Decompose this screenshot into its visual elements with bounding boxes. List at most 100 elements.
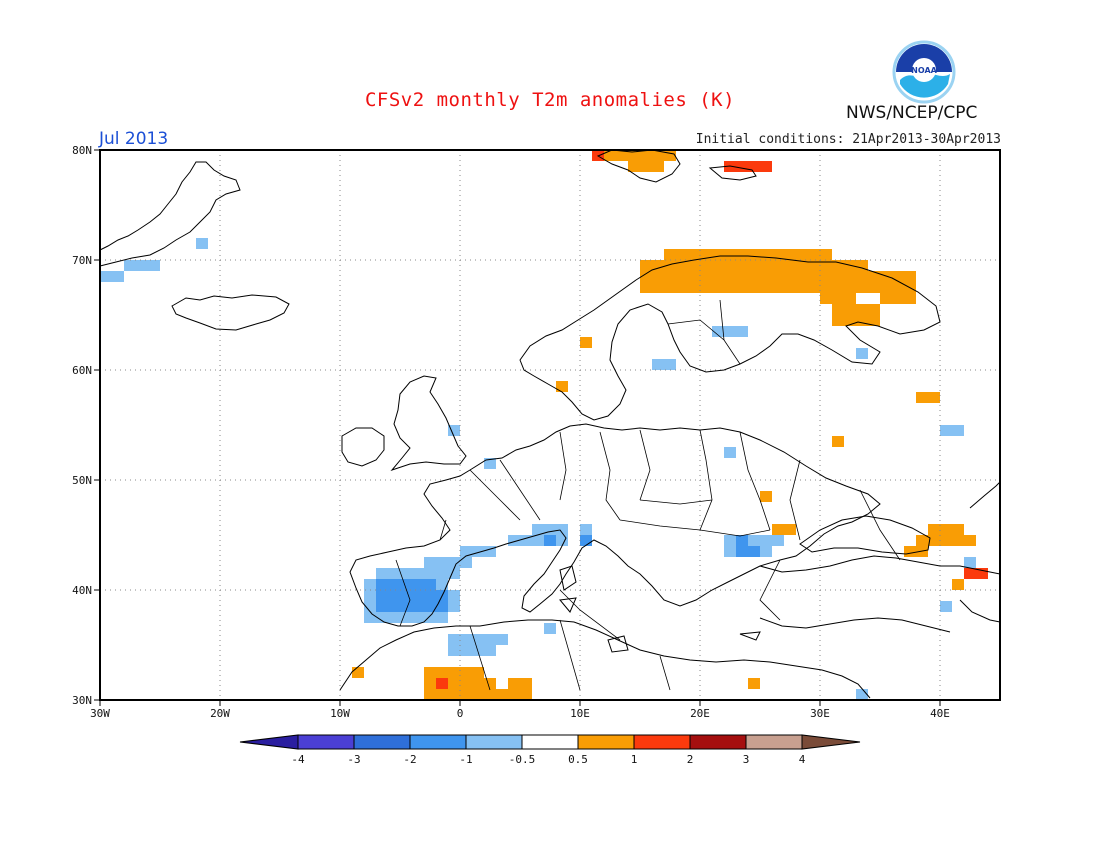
anomaly-cell-warm-0p5-1 — [652, 161, 664, 172]
anomaly-cell-cool-m1-m0p5 — [760, 535, 772, 546]
anomaly-cell-cool-m2-m1 — [388, 579, 400, 590]
anomaly-cell-warm-0p5-1 — [652, 282, 664, 293]
colorbar-label: 0.5 — [568, 753, 588, 766]
anomaly-cell-warm-0p5-1 — [448, 667, 460, 678]
anomaly-cell-warm-0p5-1 — [508, 678, 520, 689]
anomaly-cell-warm-0p5-1 — [820, 271, 832, 282]
lat-label: 70N — [72, 254, 92, 267]
anomaly-cell-warm-0p5-1 — [796, 271, 808, 282]
anomaly-cell-cool-m1-m0p5 — [388, 612, 400, 623]
anomaly-cell-cool-m1-m0p5 — [556, 535, 568, 546]
anomaly-cell-cool-m2-m1 — [748, 546, 760, 557]
anomaly-cell-warm-0p5-1 — [580, 337, 592, 348]
colorbar-label: -1 — [459, 753, 472, 766]
lon-label: 10E — [570, 707, 590, 720]
anomaly-cell-warm-0p5-1 — [796, 282, 808, 293]
anomaly-cell-cool-m1-m0p5 — [376, 612, 388, 623]
anomaly-cell-cool-m1-m0p5 — [436, 612, 448, 623]
anomaly-cell-warm-0p5-1 — [604, 150, 616, 161]
anomaly-cell-warm-0p5-1 — [688, 260, 700, 271]
anomaly-cell-warm-0p5-1 — [712, 271, 724, 282]
anomaly-cell-warm-1-2 — [736, 161, 748, 172]
anomaly-cell-cool-m1-m0p5 — [484, 634, 496, 645]
latitude-axis: 80N 70N 60N 50N 40N 30N — [72, 144, 100, 707]
anomaly-cell-warm-0p5-1 — [448, 678, 460, 689]
anomaly-cell-cool-m1-m0p5 — [424, 568, 436, 579]
anomaly-cell-cool-m2-m1 — [376, 590, 388, 601]
anomaly-cell-warm-0p5-1 — [640, 150, 652, 161]
anomaly-cell-warm-0p5-1 — [736, 271, 748, 282]
anomaly-cell-warm-0p5-1 — [856, 260, 868, 271]
anomaly-cell-cool-m1-m0p5 — [472, 634, 484, 645]
anomaly-cell-warm-0p5-1 — [520, 678, 532, 689]
anomaly-cell-cool-m2-m1 — [388, 601, 400, 612]
anomaly-cell-warm-0p5-1 — [832, 436, 844, 447]
chart-title: CFSv2 monthly T2m anomalies (K) — [364, 89, 736, 111]
org-label: NWS/NCEP/CPC — [846, 103, 978, 123]
anomaly-cell-warm-1-2 — [436, 678, 448, 689]
anomaly-cell-warm-0p5-1 — [640, 282, 652, 293]
country-borders — [395, 299, 901, 691]
anomaly-cell-warm-0p5-1 — [760, 249, 772, 260]
lon-label: 20W — [210, 707, 230, 720]
anomaly-cell-warm-0p5-1 — [772, 249, 784, 260]
europe-coast — [349, 423, 881, 627]
anomaly-cell-warm-0p5-1 — [832, 260, 844, 271]
anomaly-cell-cool-m1-m0p5 — [136, 260, 148, 271]
anomaly-cell-warm-0p5-1 — [424, 678, 436, 689]
map-frame — [99, 149, 1001, 701]
anomaly-cell-warm-0p5-1 — [844, 315, 856, 326]
anomaly-cell-cool-m2-m1 — [736, 535, 748, 546]
anomaly-cell-warm-0p5-1 — [700, 260, 712, 271]
anomaly-cell-cool-m1-m0p5 — [148, 260, 160, 271]
anomaly-cell-warm-0p5-1 — [460, 667, 472, 678]
anomaly-cell-warm-0p5-1 — [484, 678, 496, 689]
anomaly-cell-warm-0p5-1 — [880, 293, 892, 304]
anomaly-cell-cool-m1-m0p5 — [724, 535, 736, 546]
colorbar-label: -0.5 — [509, 753, 536, 766]
anomaly-cell-cool-m1-m0p5 — [856, 348, 868, 359]
anomaly-cell-warm-0p5-1 — [700, 282, 712, 293]
lon-label: 30E — [810, 707, 830, 720]
anomaly-cell-warm-0p5-1 — [676, 271, 688, 282]
anomaly-cell-cool-m1-m0p5 — [412, 568, 424, 579]
anomaly-cell-cool-m1-m0p5 — [760, 546, 772, 557]
colorbar-swatch — [689, 734, 747, 750]
anomaly-cell-cool-m1-m0p5 — [736, 326, 748, 337]
anomaly-cell-warm-0p5-1 — [844, 282, 856, 293]
anomaly-cell-warm-0p5-1 — [784, 260, 796, 271]
anomaly-cell-warm-0p5-1 — [724, 271, 736, 282]
ireland-coast — [341, 427, 385, 467]
anomaly-cell-cool-m1-m0p5 — [448, 634, 460, 645]
lon-label: 20E — [690, 707, 710, 720]
coastlines-and-borders — [99, 149, 1001, 699]
anomaly-cell-cool-m1-m0p5 — [436, 579, 448, 590]
anomaly-cell-warm-0p5-1 — [676, 249, 688, 260]
anomaly-cell-warm-0p5-1 — [748, 260, 760, 271]
anomaly-cell-warm-0p5-1 — [652, 150, 664, 161]
anomaly-cell-cool-m1-m0p5 — [472, 546, 484, 557]
anomaly-cell-cool-m2-m1 — [400, 579, 412, 590]
anomaly-cell-cool-m1-m0p5 — [364, 579, 376, 590]
anomaly-cell-cool-m2-m1 — [400, 590, 412, 601]
iceland-coast — [171, 294, 290, 331]
colorbar-swatch — [409, 734, 467, 750]
anomaly-cell-warm-0p5-1 — [844, 293, 856, 304]
anomaly-cell-warm-0p5-1 — [664, 150, 676, 161]
anomaly-cell-warm-0p5-1 — [820, 282, 832, 293]
anomaly-cell-warm-0p5-1 — [736, 249, 748, 260]
anomaly-cell-warm-0p5-1 — [952, 579, 964, 590]
anomaly-cell-warm-0p5-1 — [940, 524, 952, 535]
anomaly-cell-cool-m1-m0p5 — [448, 557, 460, 568]
anomaly-cell-cool-m1-m0p5 — [532, 524, 544, 535]
lon-label: 30W — [90, 707, 110, 720]
anomaly-cell-warm-1-2 — [964, 568, 976, 579]
anomaly-cell-cool-m2-m1 — [376, 579, 388, 590]
anomaly-cell-cool-m2-m1 — [544, 535, 556, 546]
anomaly-cell-cool-m1-m0p5 — [544, 623, 556, 634]
anomaly-cell-warm-0p5-1 — [748, 282, 760, 293]
anomaly-cell-warm-0p5-1 — [760, 491, 772, 502]
colorbar-label: -2 — [403, 753, 416, 766]
anomaly-cell-warm-0p5-1 — [856, 304, 868, 315]
anomaly-cell-cool-m1-m0p5 — [196, 238, 208, 249]
